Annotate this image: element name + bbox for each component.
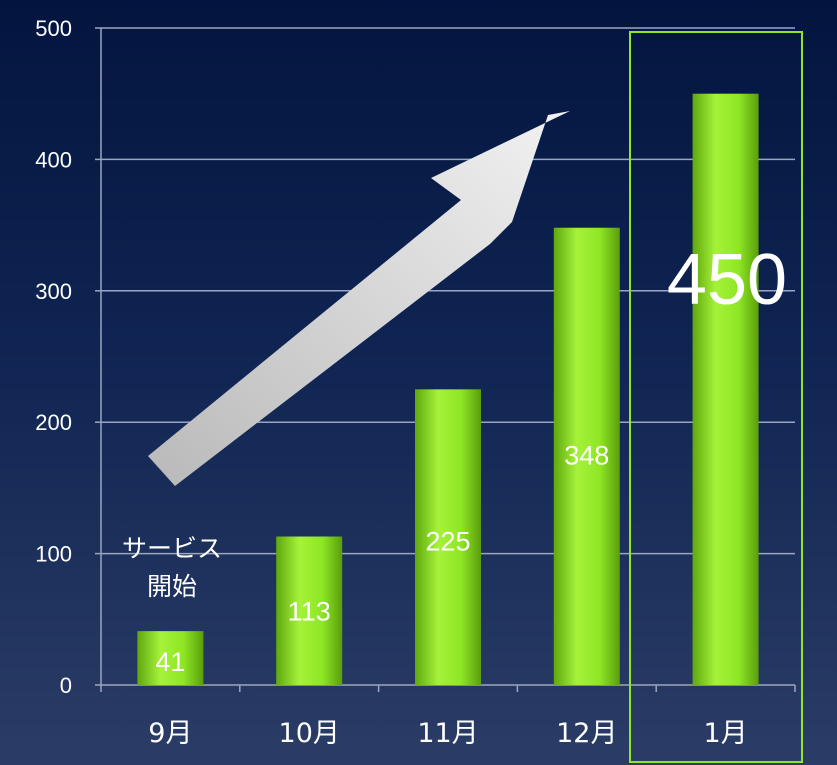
y-tick-label: 0 (60, 673, 72, 698)
x-tick-label: 12月 (556, 718, 617, 749)
axes: 0 100 200 300 400 500 9月 10月 11月 12月 1月 (35, 16, 796, 749)
highlight-box (629, 31, 803, 763)
bar (137, 631, 204, 685)
growth-arrow (148, 111, 570, 486)
value-label: 225 (425, 526, 470, 556)
bars (137, 93, 759, 685)
bar (692, 93, 759, 685)
x-tick-label: 10月 (279, 718, 340, 749)
service-start-label-line1: サービス (122, 534, 222, 563)
y-tick-label: 100 (35, 542, 72, 567)
x-tick-label: 11月 (417, 718, 478, 749)
highlight-value-label: 450 (667, 240, 787, 320)
bar (276, 536, 343, 685)
service-start-label-line2: 開始 (147, 572, 197, 601)
y-tick-label: 300 (35, 279, 72, 304)
value-labels: 41 113 225 348 (155, 441, 609, 677)
value-label: 348 (564, 441, 609, 471)
x-tick-label: 1月 (704, 718, 748, 749)
y-tick-label: 400 (35, 147, 72, 172)
x-tick-label: 9月 (148, 718, 192, 749)
value-label: 41 (155, 647, 185, 677)
value-label: 113 (288, 597, 331, 627)
growth-arrow-shape (148, 111, 570, 486)
bar (553, 227, 620, 685)
y-tick-label: 200 (35, 410, 72, 435)
bar (415, 389, 481, 685)
y-tick-label: 500 (35, 16, 72, 41)
